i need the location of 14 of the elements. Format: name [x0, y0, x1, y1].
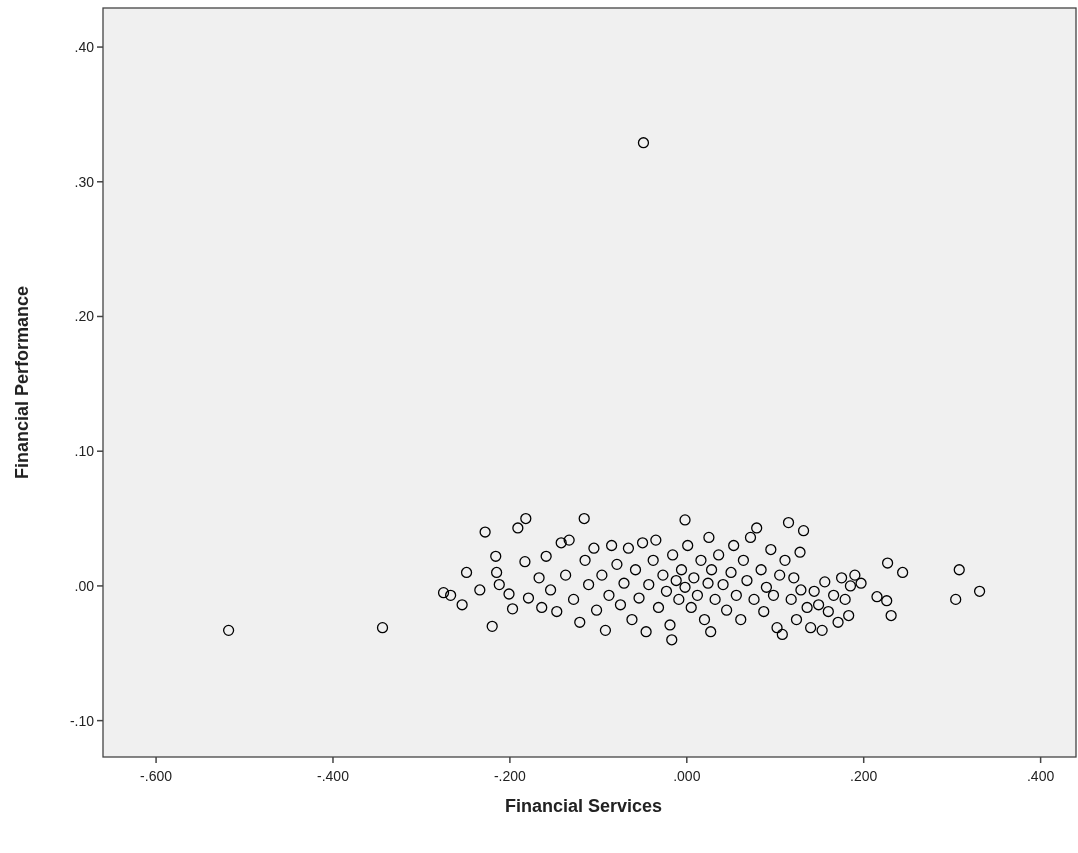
x-tick-label: -.200: [493, 768, 527, 784]
x-tick-label: .400: [1026, 768, 1055, 784]
x-axis-title: Financial Services: [504, 796, 663, 816]
y-tick-label: .10: [74, 443, 95, 460]
y-axis-title: Financial Performance: [12, 285, 32, 480]
y-tick-label: .20: [74, 308, 95, 325]
x-tick-label: .000: [673, 768, 701, 784]
y-tick-label: .40: [74, 38, 95, 55]
y-tick-label: .00: [74, 577, 95, 594]
x-tick-label: -.600: [140, 768, 173, 784]
x-tick-label: .200: [850, 768, 878, 784]
y-tick-label: .30: [74, 173, 95, 190]
y-tick-label: -.10: [69, 712, 95, 729]
x-tick-label: -.400: [317, 768, 350, 784]
